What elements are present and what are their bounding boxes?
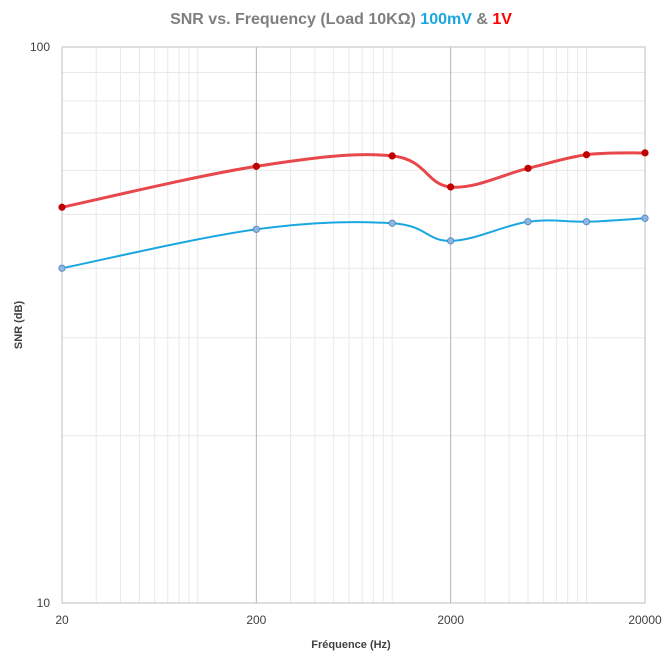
x-tick-label: 200: [246, 613, 266, 627]
series-1v-point: [58, 203, 66, 211]
minor-gridlines: [62, 47, 645, 603]
y-tick-label: 10: [37, 596, 51, 610]
x-tick-label: 20: [55, 613, 69, 627]
plot-area-border: [61, 46, 646, 604]
series-1v-point: [447, 183, 455, 191]
series-100mv-point: [447, 237, 455, 245]
series-1v-point: [252, 162, 260, 170]
chart-title-series2: 1V: [492, 11, 512, 28]
series-1v-point: [524, 164, 532, 172]
chart-title-prefix: SNR vs. Frequency (Load 10KΩ): [170, 11, 420, 28]
series-1v-point: [641, 149, 649, 157]
y-axis-label: SNR (dB): [13, 301, 25, 350]
series-100mv-point: [58, 264, 66, 272]
chart-title: SNR vs. Frequency (Load 10KΩ) 100mV & 1V: [170, 11, 512, 28]
y-tick-labels: 10 100: [30, 40, 50, 610]
series-1v-point: [582, 151, 591, 159]
series-group: [58, 149, 649, 272]
series-100mv-point: [641, 214, 649, 222]
x-tick-labels: 20 200 2000 20000: [55, 613, 662, 627]
series-1v-line: [60, 151, 647, 209]
y-tick-label: 100: [30, 40, 50, 54]
series-100mv-line: [61, 217, 646, 270]
series-100mv-point: [388, 219, 396, 227]
major-gridlines: [255, 47, 452, 603]
x-axis-label: Fréquence (Hz): [311, 639, 391, 651]
chart-title-joiner: &: [472, 11, 492, 28]
x-tick-label: 20000: [628, 613, 662, 627]
x-tick-label: 2000: [437, 613, 464, 627]
series-100mv-point: [582, 218, 591, 226]
series-1v-point: [388, 152, 396, 160]
chart-title-series1: 100mV: [420, 11, 472, 28]
series-100mv-point: [252, 225, 260, 233]
series-100mv-point: [524, 218, 532, 226]
